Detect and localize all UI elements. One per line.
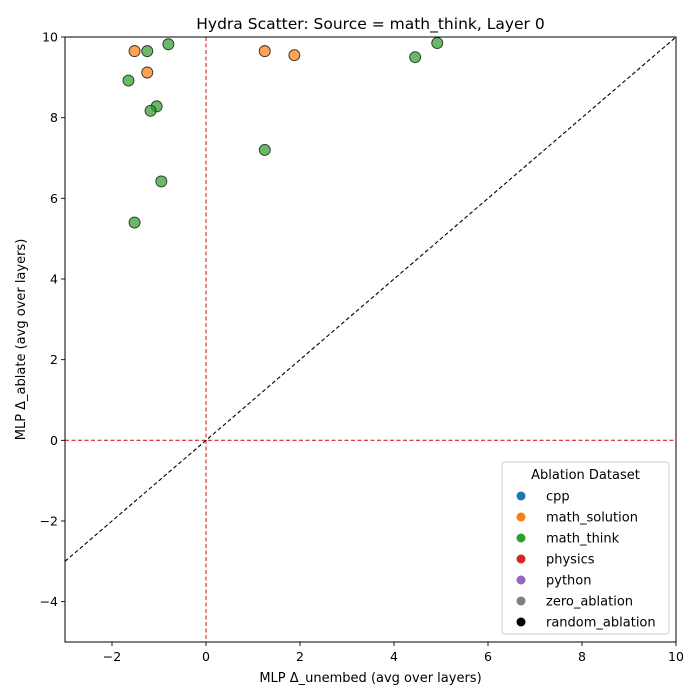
scatter-point-math-think bbox=[431, 37, 444, 49]
scatter-point-math-think bbox=[144, 104, 157, 117]
scatter-point-math-think bbox=[128, 216, 141, 229]
y-tick-label: −2 bbox=[40, 514, 58, 529]
scatter-point-math-solution bbox=[141, 66, 154, 79]
y-tick-label: −4 bbox=[40, 594, 58, 609]
scatter-point-math-think bbox=[258, 143, 271, 156]
legend-label-math-think: math_think bbox=[546, 532, 620, 547]
y-tick-label: 4 bbox=[50, 272, 58, 287]
x-tick-label: 8 bbox=[578, 649, 586, 664]
y-tick-label: 10 bbox=[42, 30, 58, 45]
y-tick-label: 6 bbox=[50, 191, 58, 206]
data-points bbox=[122, 37, 444, 229]
x-tick-label: −2 bbox=[103, 649, 121, 664]
x-tick-label: 6 bbox=[484, 649, 492, 664]
legend-label-cpp: cpp bbox=[546, 490, 570, 505]
y-axis: −4 −2 0 2 4 6 8 10 bbox=[40, 30, 65, 609]
y-axis-label: MLP Δ_ablate (avg over layers) bbox=[14, 239, 29, 441]
x-tick-label: 4 bbox=[390, 649, 398, 664]
diagonal-reference-line bbox=[64, 36, 677, 562]
x-tick-label: 0 bbox=[202, 649, 210, 664]
y-tick-label: 0 bbox=[50, 433, 58, 448]
legend-label-zero-ablation: zero_ablation bbox=[546, 595, 633, 610]
scatter-point-math-solution bbox=[288, 49, 301, 62]
chart-title: Hydra Scatter: Source = math_think, Laye… bbox=[196, 15, 544, 34]
legend-marker-random-ablation bbox=[516, 617, 526, 627]
x-tick-label: 2 bbox=[296, 649, 304, 664]
scatter-point-math-solution bbox=[128, 45, 141, 58]
legend-marker-physics bbox=[516, 554, 526, 564]
legend-box bbox=[501, 461, 670, 635]
scatter-point-math-think bbox=[141, 45, 154, 58]
scatter-point-math-think bbox=[122, 74, 135, 87]
legend-marker-math-think bbox=[516, 533, 526, 543]
x-axis: −2 0 2 4 6 8 10 bbox=[103, 642, 684, 664]
plot-frame bbox=[64, 36, 677, 643]
legend-label-random-ablation: random_ablation bbox=[546, 616, 656, 631]
legend-title: Ablation Dataset bbox=[531, 468, 640, 483]
x-tick-label: 10 bbox=[668, 649, 684, 664]
x-axis-label: MLP Δ_unembed (avg over layers) bbox=[259, 671, 481, 686]
y-tick-label: 8 bbox=[50, 110, 58, 125]
scatter-point-math-think bbox=[162, 38, 175, 51]
legend-marker-cpp bbox=[516, 491, 526, 501]
y-tick-label: 2 bbox=[50, 352, 58, 367]
legend-marker-zero-ablation bbox=[516, 596, 526, 606]
legend-marker-python bbox=[516, 575, 526, 585]
legend-label-math-solution: math_solution bbox=[546, 511, 638, 526]
reference-lines bbox=[64, 36, 677, 642]
legend: Ablation Dataset cpp math_solution math_th… bbox=[501, 461, 670, 635]
scatter-point-math-think bbox=[409, 51, 422, 64]
legend-label-python: python bbox=[546, 574, 591, 589]
legend-label-physics: physics bbox=[546, 553, 595, 568]
legend-marker-math-solution bbox=[516, 512, 526, 522]
scatter-point-math-solution bbox=[258, 45, 271, 58]
scatter-point-math-think bbox=[155, 175, 168, 188]
